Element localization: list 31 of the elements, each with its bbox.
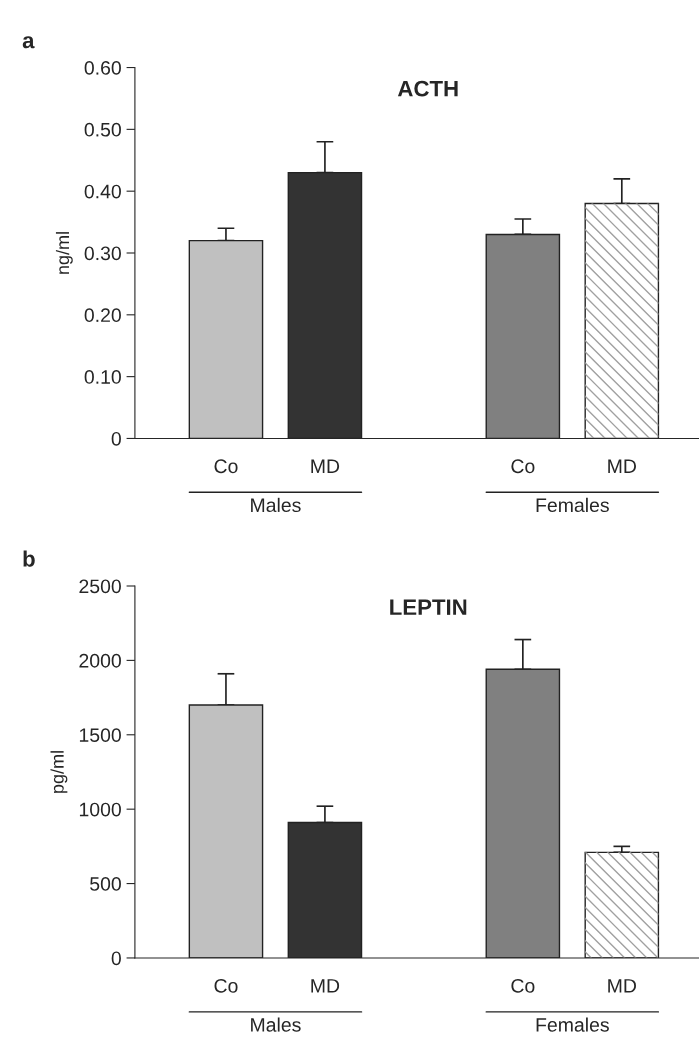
x-tick-label: MD	[311, 979, 340, 993]
chart-title: ACTH	[397, 80, 458, 97]
y-axis-title: pg/ml	[50, 751, 68, 793]
text: Females	[536, 497, 609, 513]
y-tick-label: 2000	[79, 653, 121, 668]
x-tick-label: Co	[214, 978, 238, 993]
x-tick-label: Co	[214, 459, 238, 474]
text: b	[23, 550, 35, 567]
y-tick-label: 0	[111, 431, 121, 446]
y-tick-label: 0.10	[84, 370, 121, 384]
y-tick-label: 2500	[79, 579, 121, 594]
y-tick-label: 0	[111, 951, 121, 966]
y-tick-label: 500	[90, 877, 121, 891]
y-tick-label: 0.50	[84, 122, 121, 137]
x-tick-label: MD	[608, 459, 636, 473]
y-tick-label: 0.40	[84, 184, 121, 199]
x-tick-label: Co	[511, 459, 535, 474]
y-tick-label: 0.20	[84, 308, 121, 323]
x-tick-label: Co	[511, 978, 535, 993]
y-axis-title: ng/ml	[55, 232, 73, 274]
x-tick-label: MD	[311, 459, 340, 473]
text: Males	[251, 497, 301, 513]
y-tick-label: 1000	[79, 802, 121, 817]
text: Males	[251, 1017, 301, 1032]
y-tick-label: 0.30	[84, 246, 121, 261]
chart-title: LEPTIN	[390, 599, 467, 615]
y-tick-label: 0.60	[84, 61, 121, 75]
y-tick-label: 1500	[79, 728, 121, 743]
text: Females	[536, 1017, 609, 1032]
text: a	[22, 36, 35, 49]
x-tick-label: MD	[608, 979, 636, 993]
